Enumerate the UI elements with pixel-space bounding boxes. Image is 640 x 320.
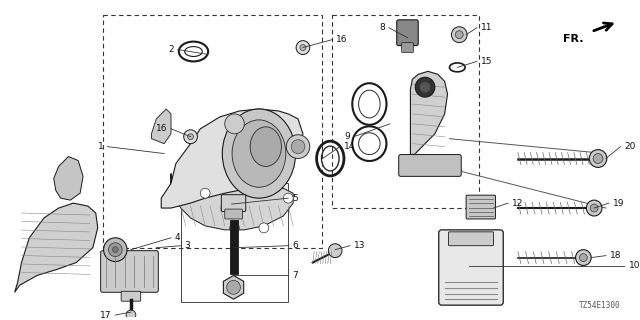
Polygon shape bbox=[161, 109, 303, 208]
Circle shape bbox=[575, 250, 591, 266]
Circle shape bbox=[126, 310, 136, 320]
Text: 18: 18 bbox=[610, 251, 621, 260]
Text: 13: 13 bbox=[354, 241, 365, 250]
Circle shape bbox=[225, 114, 244, 134]
Circle shape bbox=[586, 200, 602, 216]
Circle shape bbox=[579, 254, 588, 261]
Ellipse shape bbox=[250, 127, 282, 166]
Text: 6: 6 bbox=[292, 241, 298, 250]
Circle shape bbox=[590, 204, 598, 212]
Ellipse shape bbox=[232, 120, 286, 187]
Circle shape bbox=[188, 134, 193, 140]
Circle shape bbox=[296, 41, 310, 54]
Text: 16: 16 bbox=[156, 124, 167, 133]
Polygon shape bbox=[410, 71, 447, 168]
Polygon shape bbox=[171, 173, 293, 230]
Circle shape bbox=[113, 247, 118, 253]
Text: 19: 19 bbox=[612, 199, 624, 208]
Text: 2: 2 bbox=[168, 45, 174, 54]
Circle shape bbox=[589, 150, 607, 167]
Text: 1: 1 bbox=[98, 142, 104, 151]
FancyBboxPatch shape bbox=[230, 220, 239, 275]
Circle shape bbox=[420, 82, 430, 92]
Text: 9: 9 bbox=[344, 132, 350, 141]
Text: 3: 3 bbox=[185, 241, 191, 250]
FancyBboxPatch shape bbox=[225, 209, 243, 219]
Circle shape bbox=[415, 77, 435, 97]
FancyBboxPatch shape bbox=[402, 43, 413, 52]
FancyBboxPatch shape bbox=[449, 232, 493, 246]
Circle shape bbox=[227, 280, 241, 294]
Text: 11: 11 bbox=[481, 23, 492, 32]
FancyBboxPatch shape bbox=[439, 230, 503, 305]
Text: 8: 8 bbox=[380, 23, 385, 32]
Circle shape bbox=[593, 154, 603, 164]
Bar bbox=[332, 15, 479, 208]
FancyBboxPatch shape bbox=[121, 291, 141, 301]
Circle shape bbox=[184, 130, 197, 144]
Polygon shape bbox=[223, 276, 244, 299]
Circle shape bbox=[328, 244, 342, 258]
Text: 5: 5 bbox=[292, 194, 298, 203]
Text: 4: 4 bbox=[175, 233, 180, 242]
Text: TZ54E1300: TZ54E1300 bbox=[579, 301, 621, 310]
Polygon shape bbox=[15, 203, 98, 292]
Text: 7: 7 bbox=[292, 271, 298, 280]
Ellipse shape bbox=[222, 109, 296, 198]
FancyBboxPatch shape bbox=[397, 20, 418, 45]
FancyBboxPatch shape bbox=[221, 195, 246, 212]
Circle shape bbox=[451, 27, 467, 43]
Bar bbox=[180, 183, 288, 302]
Bar bbox=[102, 15, 323, 248]
Circle shape bbox=[284, 193, 293, 203]
Text: 15: 15 bbox=[481, 57, 492, 66]
Circle shape bbox=[200, 188, 210, 198]
Polygon shape bbox=[152, 109, 171, 144]
Circle shape bbox=[259, 223, 269, 233]
Text: 17: 17 bbox=[100, 310, 111, 320]
Text: 10: 10 bbox=[629, 261, 640, 270]
Circle shape bbox=[108, 243, 122, 257]
Text: 14: 14 bbox=[344, 142, 355, 151]
FancyBboxPatch shape bbox=[399, 155, 461, 176]
FancyBboxPatch shape bbox=[466, 195, 495, 219]
Polygon shape bbox=[54, 156, 83, 200]
Circle shape bbox=[300, 44, 306, 51]
Text: 16: 16 bbox=[336, 35, 348, 44]
Text: 20: 20 bbox=[625, 142, 636, 151]
Text: FR.: FR. bbox=[563, 34, 584, 44]
Circle shape bbox=[456, 31, 463, 39]
Text: 12: 12 bbox=[512, 199, 524, 208]
FancyBboxPatch shape bbox=[100, 251, 158, 292]
Circle shape bbox=[230, 223, 239, 233]
Circle shape bbox=[104, 238, 127, 261]
Circle shape bbox=[291, 140, 305, 154]
Circle shape bbox=[286, 135, 310, 158]
